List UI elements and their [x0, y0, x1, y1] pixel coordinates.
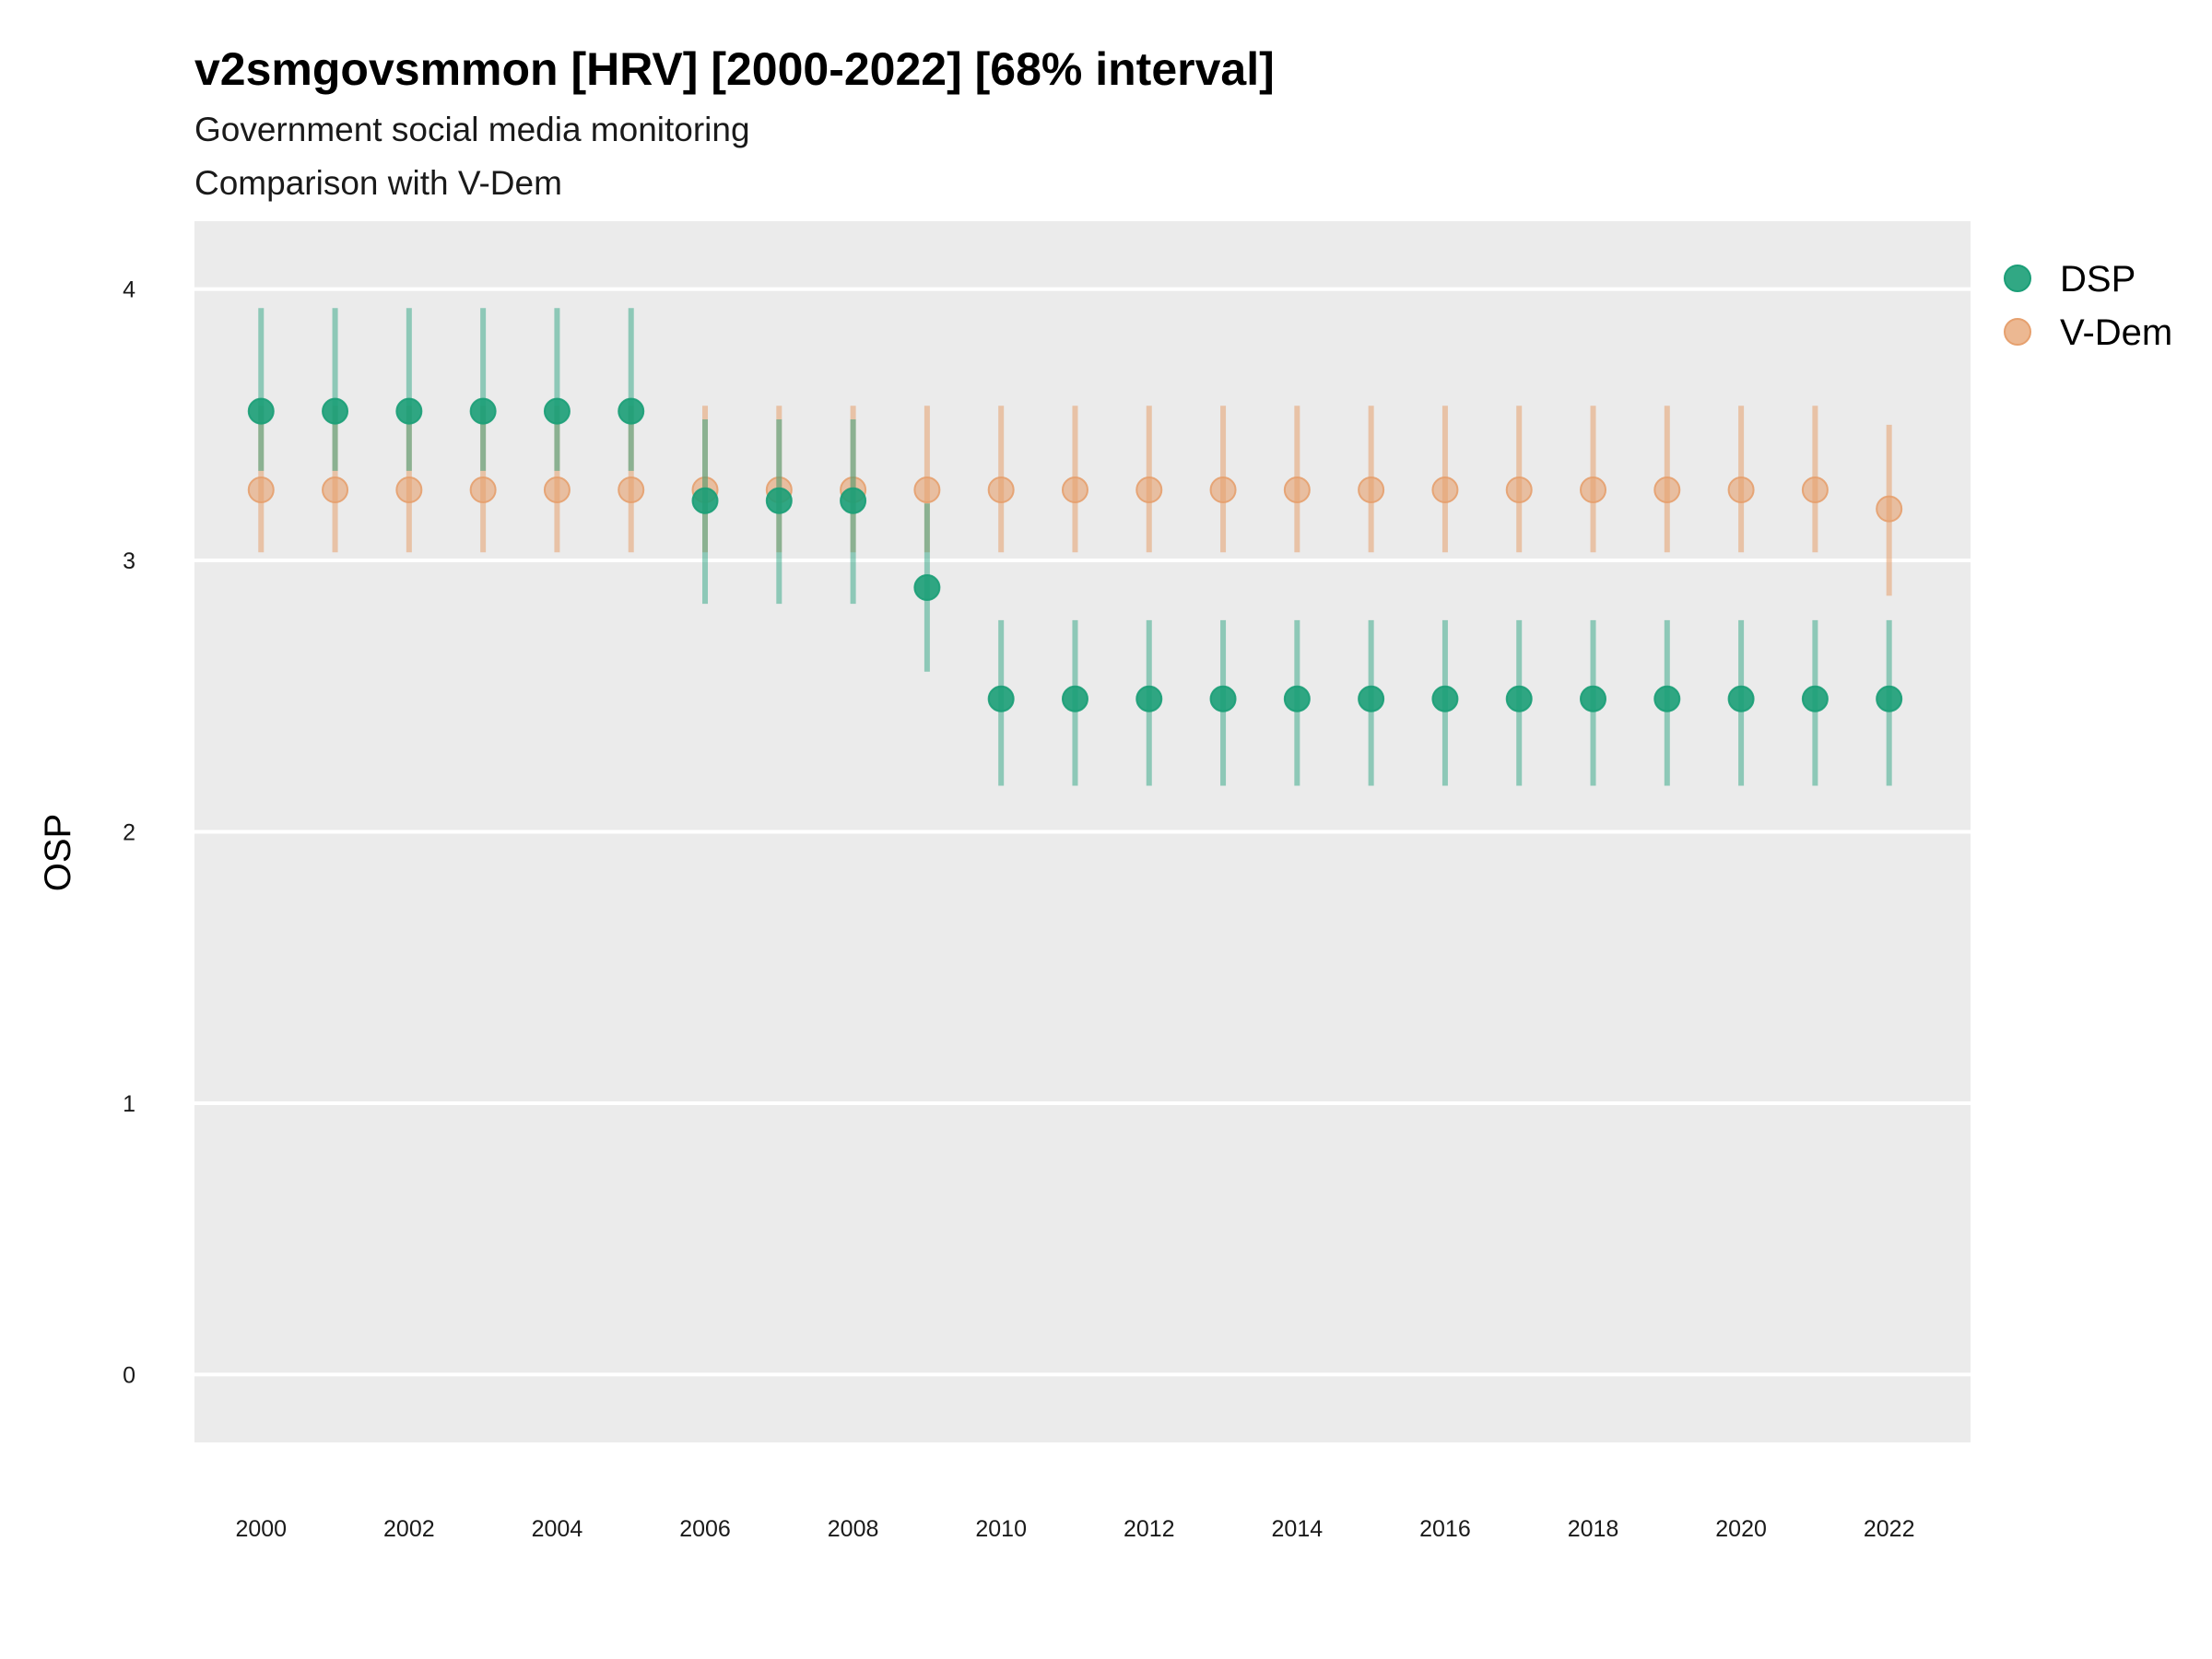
data-point [618, 397, 645, 425]
data-point [1431, 685, 1459, 712]
data-point [1653, 477, 1681, 503]
y-tick-label: 2 [123, 820, 135, 846]
y-tick-label: 3 [123, 548, 135, 574]
legend-key-vdem [2004, 318, 2031, 346]
data-point [1727, 477, 1755, 503]
data-point [987, 685, 1015, 712]
data-point [1801, 685, 1829, 712]
legend-label-dsp: DSP [2060, 259, 2136, 300]
data-point [543, 397, 571, 425]
data-marks [247, 308, 1903, 786]
data-point [1580, 477, 1607, 503]
data-point [543, 477, 571, 503]
data-point [840, 487, 867, 514]
data-point [469, 397, 497, 425]
x-tick-label: 2000 [235, 1516, 287, 1542]
series-v-dem [247, 406, 1903, 596]
y-tick-labels: 0 1 2 3 4 [123, 277, 135, 1389]
x-tick-label: 2016 [1419, 1516, 1471, 1542]
x-tick-label: 2020 [1715, 1516, 1767, 1542]
data-point [395, 477, 423, 503]
data-point [247, 477, 275, 503]
data-point [1061, 685, 1088, 712]
data-point [1283, 477, 1311, 503]
data-point [691, 487, 719, 514]
data-point [469, 477, 497, 503]
data-point [1580, 685, 1607, 712]
data-point [1653, 685, 1681, 712]
data-point [987, 477, 1015, 503]
y-tick-label: 0 [123, 1362, 135, 1388]
data-point [913, 574, 941, 601]
chart-caption-line: Comparison with V-Dem [194, 164, 562, 202]
x-tick-label: 2002 [383, 1516, 435, 1542]
data-point [1358, 685, 1385, 712]
data-point [1505, 685, 1533, 712]
data-point [395, 397, 423, 425]
data-point [1209, 685, 1237, 712]
x-tick-label: 2006 [679, 1516, 731, 1542]
x-tick-label: 2022 [1864, 1516, 1915, 1542]
data-point [322, 477, 349, 503]
data-point [1135, 685, 1163, 712]
data-point [618, 477, 645, 503]
data-point [913, 477, 941, 503]
data-point [1431, 477, 1459, 503]
series-dsp [247, 308, 1903, 786]
data-point [1061, 477, 1088, 503]
data-point [1358, 477, 1385, 503]
x-tick-label: 2004 [532, 1516, 583, 1542]
x-tick-label: 2012 [1124, 1516, 1175, 1542]
x-tick-label: 2010 [975, 1516, 1027, 1542]
x-tick-labels: 2000 2002 2004 2006 2008 2010 2012 2014 2016 2018… [235, 1516, 1914, 1542]
data-point [765, 487, 793, 514]
legend-key-dsp [2004, 265, 2031, 292]
x-tick-label: 2018 [1568, 1516, 1619, 1542]
chart-title: v2smgovsmmon [HRV] [2000-2022] [68% inte… [194, 43, 1275, 95]
data-point [1209, 477, 1237, 503]
x-tick-label: 2008 [828, 1516, 879, 1542]
y-tick-label: 4 [123, 277, 135, 303]
data-point [247, 397, 275, 425]
data-point [1876, 685, 1903, 712]
data-point [1505, 477, 1533, 503]
data-point [1135, 477, 1163, 503]
data-point [322, 397, 349, 425]
data-point [1801, 477, 1829, 503]
y-axis-label: OSP [38, 814, 78, 891]
grid-lines [194, 287, 1971, 1377]
data-point [1283, 685, 1311, 712]
legend-label-vdem: V-Dem [2060, 312, 2172, 353]
x-tick-label: 2014 [1272, 1516, 1324, 1542]
chart-subtitle: Government social media monitoring [194, 111, 750, 148]
y-tick-label: 1 [123, 1091, 135, 1117]
data-point [1727, 685, 1755, 712]
legend: DSP V-Dem [2004, 259, 2172, 353]
data-point [1876, 495, 1903, 523]
